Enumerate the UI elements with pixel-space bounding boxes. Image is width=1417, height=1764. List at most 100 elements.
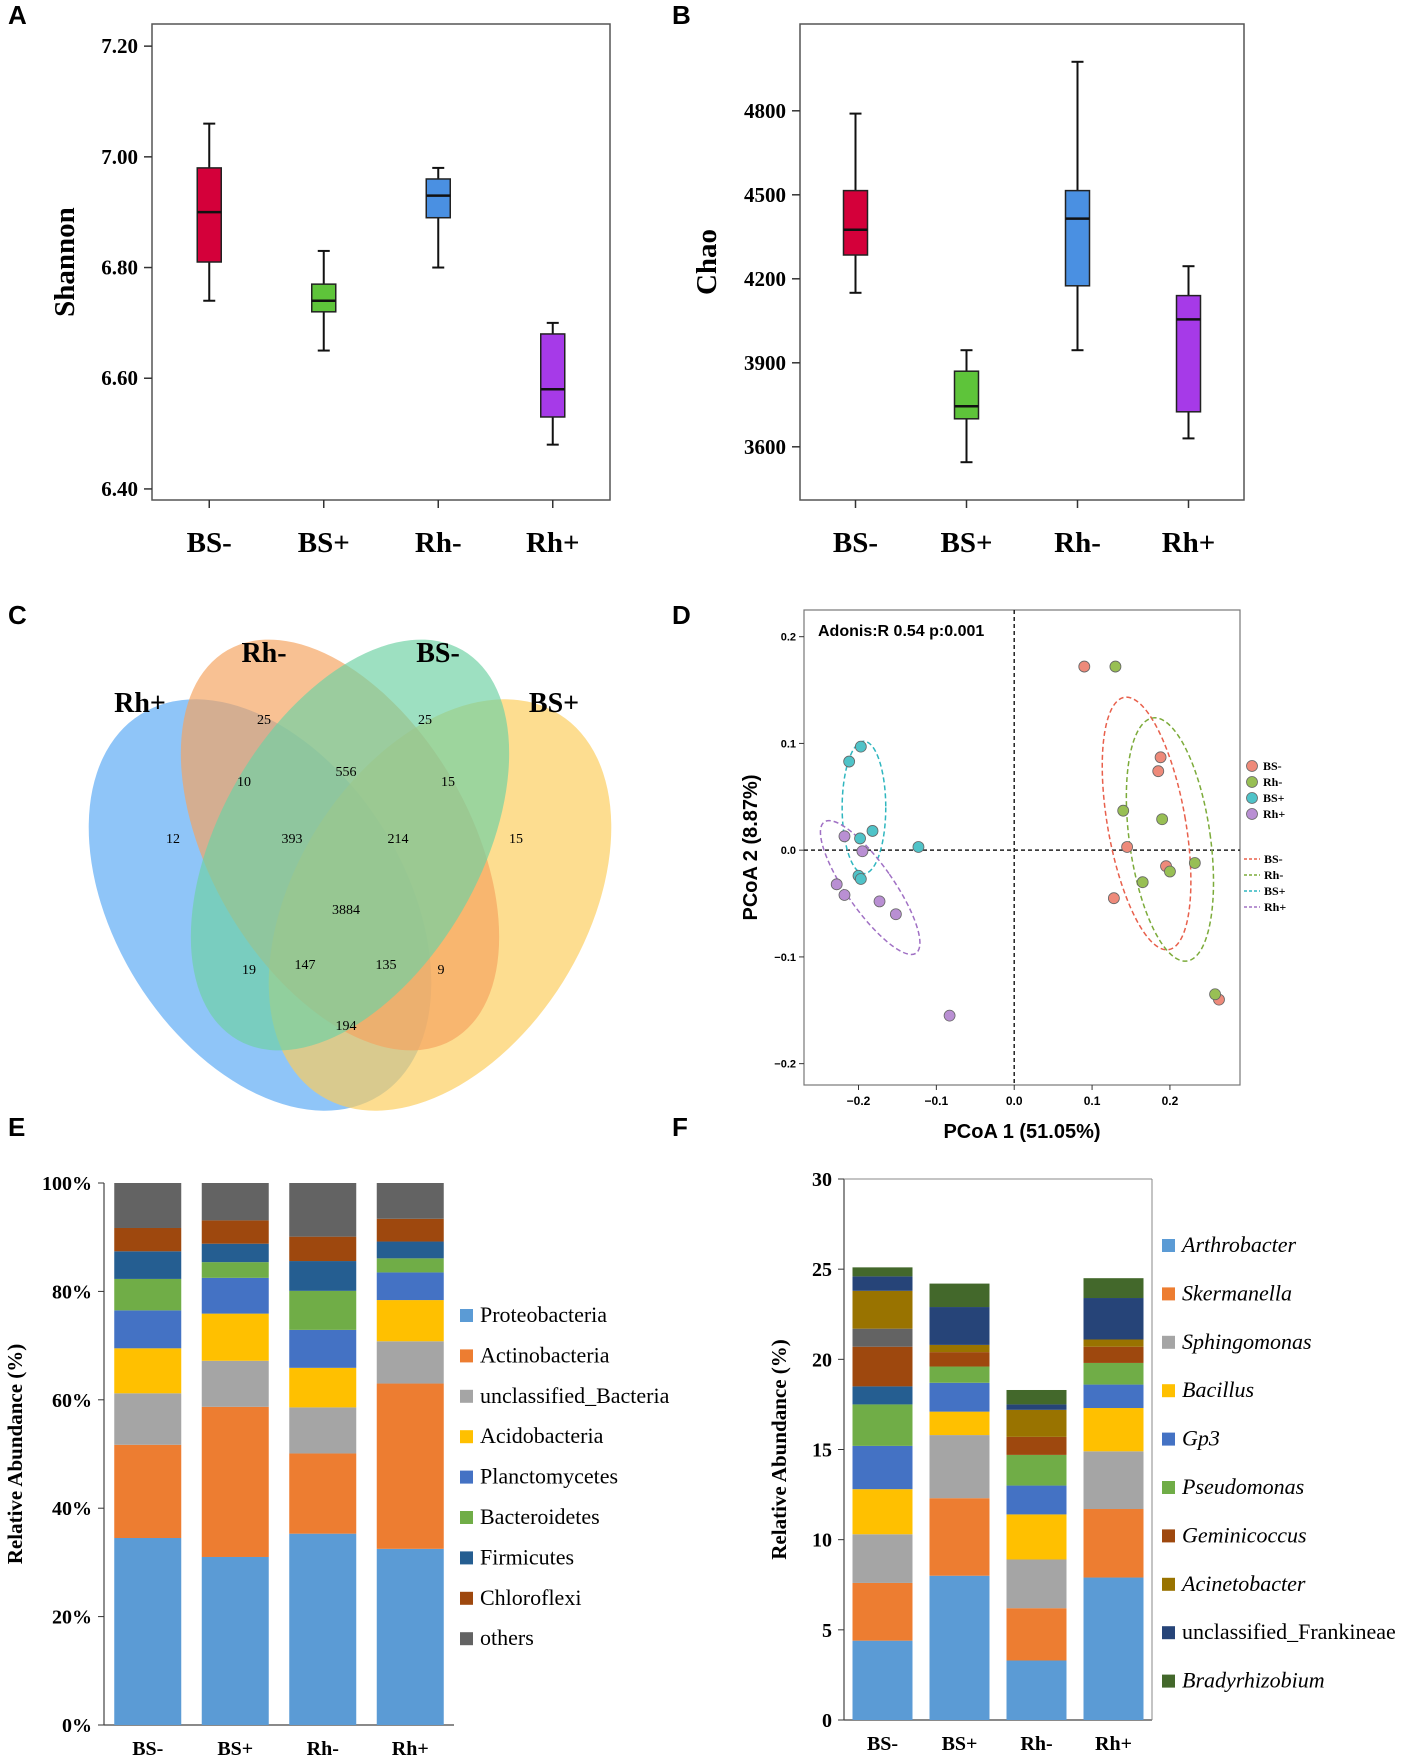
point-rhplus [838,889,851,901]
bar-segment-unclassified_frankineae [1083,1298,1144,1340]
bar-segment-skermanella [1083,1509,1144,1578]
bar-segment-acinetobacter [929,1344,990,1353]
y-tick-label: 6.60 [101,366,138,390]
bar-segment-proteobacteria [289,1533,357,1725]
bar-segment-unclassified_bacteria [289,1407,357,1454]
legend-swatch [460,1389,473,1403]
bar-segment-pseudomonas [1006,1454,1067,1486]
venn-region-count: 556 [336,765,357,780]
legend-swatch [460,1430,473,1444]
y-tick-label: 80% [52,1281,92,1303]
legend-label: Geminicoccus [1182,1522,1307,1547]
point-rhminus [1109,660,1122,673]
legend-point-label: BS- [1263,759,1282,773]
legend-label: Actinobacteria [480,1342,610,1367]
bar-segment-pseudomonas [929,1366,990,1383]
point-rhminus [1136,876,1149,889]
bar-segment-gp3 [852,1445,913,1490]
y-axis-title: Relative Abundance (%) [767,1339,791,1560]
x-category-label: BS+ [298,527,350,559]
y-tick-label: 6.40 [101,477,138,501]
bar-segment-unclassified_1 [852,1386,913,1405]
bar-segment-chloroflexi [376,1218,444,1242]
point-rhplus [889,908,902,921]
panel-f-genus-stacked-bar: 30 25 20 15 10 5 0 Relative Abundance (%) BS- BS+… [767,1169,1396,1755]
bar-segment-actinobacteria [289,1453,357,1534]
bar-segment-arthrobacter [1006,1660,1067,1720]
venn-region-count: 393 [282,832,303,847]
legend-label: Chloroflexi [480,1585,581,1610]
legend-label: unclassified_Bacteria [480,1383,670,1408]
box-rhplus [540,333,566,418]
legend-point-label: Rh- [1263,775,1282,789]
legend-point-marker [1246,808,1258,820]
y-tick-label: 25 [812,1259,832,1281]
bar-segment-actinobacteria [201,1406,269,1557]
y-tick-label: 30 [812,1169,832,1191]
point-rhminus [1188,857,1201,869]
bar-segment-geminicoccus [929,1352,990,1367]
legend-swatch [1162,1674,1175,1688]
box-bsplus [311,283,337,313]
bar-segment-skermanella [929,1498,990,1576]
bar-segment-chloroflexi [289,1236,357,1262]
venn-region-count: 10 [237,775,251,790]
x-category-label: Rh- [1020,1733,1052,1755]
plot-frame [799,23,1245,501]
legend-ellipse-label: BS+ [1264,884,1286,898]
legend-swatch [460,1511,473,1524]
venn-region-count: 25 [418,713,432,728]
y-tick-label: 6.80 [101,256,138,280]
bar-segment-acinetobacter [852,1290,913,1329]
legend-swatch [1162,1384,1175,1398]
y-tick-label: 0.0 [781,845,796,857]
bar-segment-acidobacteria [114,1348,182,1394]
panel-letter-f: F [672,1112,688,1142]
y-tick-label: 7.20 [101,34,138,58]
legend-point-marker [1246,760,1258,772]
x-tick-label: −0.1 [925,1094,949,1108]
x-category-label: BS- [833,527,878,559]
bar-segment-bacteroidetes [376,1258,444,1273]
y-tick-label: −0.1 [774,952,796,964]
legend-label: Acidobacteria [480,1423,604,1448]
adonis-annotation: Adonis:R 0.54 p:0.001 [818,623,984,640]
legend-swatch [1162,1287,1175,1301]
y-axis-title: Shannon [49,207,81,317]
legend-label: others [480,1625,534,1650]
x-tick-label: 0.1 [1084,1094,1101,1108]
bar-segment-firmicutes [376,1241,444,1259]
x-category-label: BS- [867,1733,898,1755]
y-tick-label: 0.1 [781,738,796,750]
point-rhminus [1117,804,1130,817]
y-tick-label: 0 [822,1710,832,1732]
y-tick-label: 4800 [744,99,786,123]
legend-label: Pseudomonas [1181,1474,1304,1499]
venn-set-label: Rh+ [114,688,166,719]
legend-ellipse-label: Rh+ [1264,900,1286,914]
legend-point-marker [1246,776,1258,788]
venn-region-count: 12 [166,832,180,847]
y-tick-label: 0.2 [781,632,796,644]
x-tick-label: −0.2 [847,1094,871,1108]
point-rhminus [1164,865,1176,878]
plot-frame [151,23,611,501]
legend-swatch [1162,1577,1175,1591]
y-tick-label: 100% [42,1173,92,1195]
legend-swatch [460,1551,473,1565]
panel-c-venn-diagram: Rh+ Rh- BS- BS+ 12 25 25 15 10 556 15 393 214 3884 19 9… [88,638,612,1111]
legend-label: Arthrobacter [1180,1232,1296,1257]
bar-segment-geminicoccus [1006,1436,1067,1455]
venn-ellipse-bs-minus [190,639,510,1051]
x-tick-label: 0.2 [1162,1094,1179,1108]
legend-swatch [1162,1239,1175,1252]
bar-segment-proteobacteria [376,1548,444,1725]
point-bsplus [854,832,866,845]
bar-segment-chloroflexi [114,1227,182,1252]
y-axis-title: Relative Abundance (%) [3,1344,27,1565]
legend-swatch [1162,1335,1175,1349]
venn-region-count: 15 [509,832,523,847]
confidence-ellipse [1125,717,1215,962]
box-rhminus [425,178,451,219]
point-rhminus [1156,813,1169,826]
